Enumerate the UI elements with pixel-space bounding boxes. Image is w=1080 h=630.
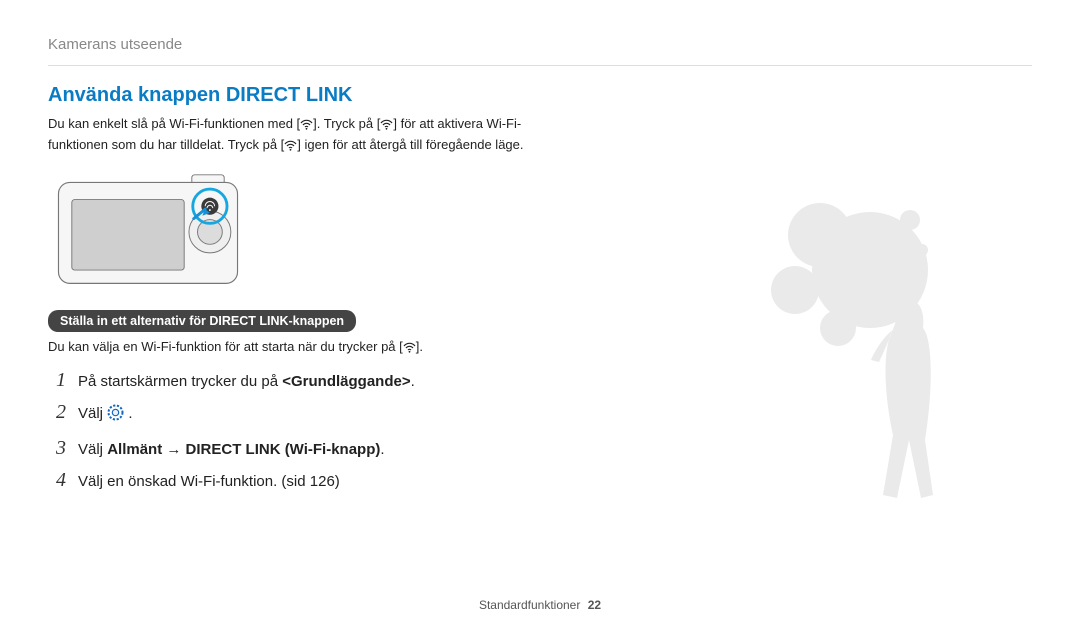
step-bold: Allmänt → DIRECT LINK (Wi-Fi-knapp) bbox=[107, 441, 380, 458]
step-text: Välj Allmänt → DIRECT LINK (Wi-Fi-knapp)… bbox=[78, 439, 385, 462]
page-footer: Standardfunktioner 22 bbox=[0, 598, 1080, 612]
subtext: Du kan välja en Wi-Fi-funktion för att s… bbox=[48, 338, 568, 359]
intro-part2: ]. Tryck på [ bbox=[313, 116, 380, 131]
footer-page: 22 bbox=[588, 598, 601, 612]
wifi-icon bbox=[380, 117, 393, 136]
divider bbox=[48, 65, 1032, 66]
footer-label: Standardfunktioner bbox=[479, 598, 580, 612]
step-4: 4 Välj en önskad Wi-Fi-funktion. (sid 12… bbox=[48, 469, 568, 494]
step-number: 2 bbox=[48, 401, 66, 424]
step-pre: Välj en önskad Wi-Fi-funktion. (sid 126) bbox=[78, 473, 340, 490]
step-pre: På startskärmen trycker du på bbox=[78, 373, 282, 390]
step-pre: Välj bbox=[78, 405, 107, 422]
step-text: På startskärmen trycker du på <Grundlägg… bbox=[78, 371, 415, 394]
step-1: 1 På startskärmen trycker du på <Grundlä… bbox=[48, 369, 568, 394]
breadcrumb: Kamerans utseende bbox=[48, 36, 1032, 53]
subtext-part1: Du kan välja en Wi-Fi-funktion för att s… bbox=[48, 339, 403, 354]
step-bold: <Grundläggande> bbox=[282, 373, 410, 390]
step-3: 3 Välj Allmänt → DIRECT LINK (Wi-Fi-knap… bbox=[48, 437, 568, 462]
subheading-pill: Ställa in ett alternativ för DIRECT LINK… bbox=[48, 310, 356, 332]
step-post: . bbox=[124, 405, 132, 422]
wifi-icon bbox=[300, 117, 313, 136]
step-post: . bbox=[380, 441, 384, 458]
intro-text: Du kan enkelt slå på Wi-Fi-funktionen me… bbox=[48, 115, 568, 157]
step-pre: Välj bbox=[78, 441, 107, 458]
steps-list: 1 På startskärmen trycker du på <Grundlä… bbox=[48, 369, 568, 494]
subtext-part2: ]. bbox=[416, 339, 423, 354]
decorative-figure bbox=[760, 180, 1020, 525]
step-number: 3 bbox=[48, 437, 66, 460]
section-title: Använda knappen DIRECT LINK bbox=[48, 84, 1032, 107]
intro-part4: ] igen för att återgå till föregående lä… bbox=[297, 137, 523, 152]
intro-part1: Du kan enkelt slå på Wi-Fi-funktionen me… bbox=[48, 116, 300, 131]
settings-icon bbox=[107, 404, 124, 429]
step-number: 1 bbox=[48, 369, 66, 392]
step-post: . bbox=[411, 373, 415, 390]
step-2: 2 Välj . bbox=[48, 401, 568, 429]
step-text: Välj . bbox=[78, 403, 133, 429]
step-text: Välj en önskad Wi-Fi-funktion. (sid 126) bbox=[78, 471, 340, 494]
wifi-icon bbox=[403, 340, 416, 359]
step-number: 4 bbox=[48, 469, 66, 492]
wifi-icon bbox=[284, 138, 297, 157]
